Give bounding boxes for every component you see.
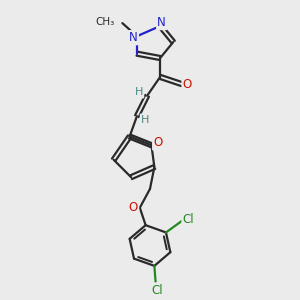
Text: N: N	[157, 16, 166, 29]
Text: Cl: Cl	[183, 213, 194, 226]
Text: O: O	[183, 78, 192, 91]
Text: O: O	[129, 201, 138, 214]
Text: H: H	[141, 115, 149, 124]
Text: CH₃: CH₃	[96, 17, 115, 27]
Text: H: H	[135, 87, 143, 97]
Text: Cl: Cl	[152, 284, 163, 296]
Text: O: O	[153, 136, 163, 149]
Text: N: N	[129, 31, 138, 44]
